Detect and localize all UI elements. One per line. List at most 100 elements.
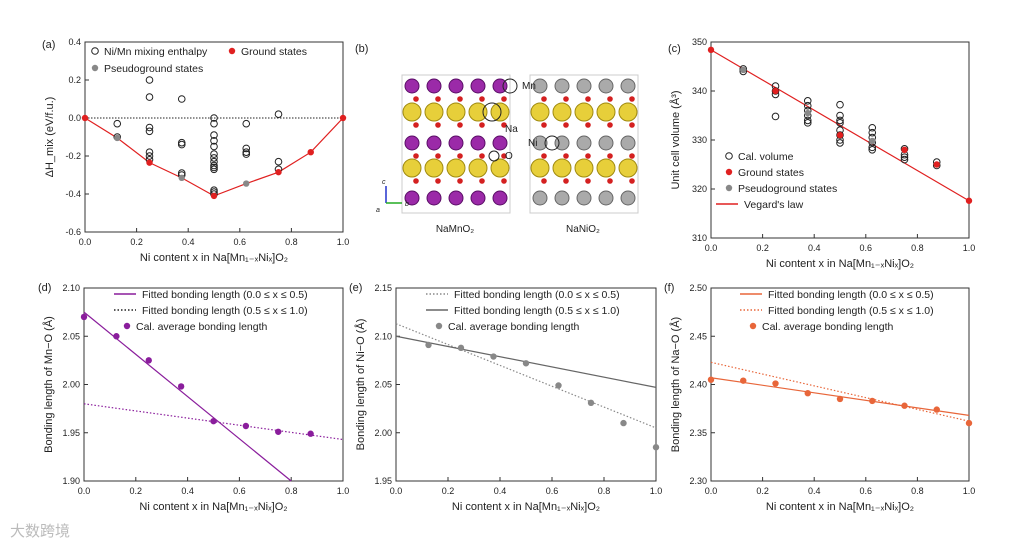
y-tick-label: 2.05 bbox=[374, 380, 392, 390]
data-point bbox=[242, 144, 251, 153]
mn-atom bbox=[470, 190, 486, 206]
y-axis-label: Unit cell volume (Å³) bbox=[669, 90, 682, 189]
ni-atom bbox=[598, 190, 614, 206]
data-point bbox=[275, 428, 282, 435]
data-point bbox=[275, 168, 282, 176]
data-point bbox=[707, 46, 715, 54]
data-point bbox=[555, 382, 562, 389]
o-atom bbox=[457, 122, 463, 128]
x-axis-label: Ni content x in Na[Mn₁₋ₓNiₓ]O₂ bbox=[766, 501, 914, 513]
x-tick-label: 0.6 bbox=[233, 486, 246, 496]
legend-label: Ground states bbox=[241, 46, 307, 58]
data-point bbox=[457, 344, 465, 352]
data-point bbox=[210, 137, 218, 145]
na-atom bbox=[468, 102, 488, 122]
ni-atom bbox=[532, 78, 548, 94]
na-atom bbox=[552, 158, 572, 178]
na-atom bbox=[402, 102, 422, 122]
data-point bbox=[274, 157, 283, 166]
ni-atom bbox=[554, 78, 570, 94]
y-tick-label: 1.90 bbox=[62, 476, 80, 486]
na-atom bbox=[530, 102, 550, 122]
ni-atom bbox=[554, 190, 570, 206]
data-point bbox=[869, 137, 876, 145]
data-point bbox=[210, 417, 217, 425]
legend-label: Cal. volume bbox=[738, 151, 794, 163]
data-point bbox=[210, 119, 218, 128]
mn-atom bbox=[426, 190, 442, 206]
data-point bbox=[740, 66, 747, 74]
mn-atom bbox=[426, 78, 442, 94]
mn-atom bbox=[470, 135, 486, 151]
data-point bbox=[620, 419, 627, 427]
y-tick-label: 2.35 bbox=[689, 428, 707, 438]
chart-d: 0.0 0.2 0.4 0.6 0.8 1.0 1.90 1.95 2.00 2.05 2.10 Ni… bbox=[38, 282, 349, 513]
data-point bbox=[145, 357, 152, 364]
x-tick-label: 1.0 bbox=[650, 486, 663, 496]
o-atom bbox=[435, 122, 441, 128]
series-line bbox=[710, 49, 970, 202]
data-point bbox=[803, 101, 812, 110]
data-point bbox=[836, 139, 844, 147]
data-point bbox=[836, 119, 844, 127]
mn-atom bbox=[448, 190, 464, 206]
o-atom bbox=[585, 96, 591, 102]
ni-atom bbox=[532, 135, 548, 151]
y-tick-label: 2.10 bbox=[62, 283, 80, 293]
data-point bbox=[210, 165, 218, 174]
o-atom bbox=[563, 122, 569, 128]
na-atom bbox=[468, 158, 488, 178]
na-atom bbox=[446, 158, 466, 178]
o-atom bbox=[541, 178, 547, 184]
data-point bbox=[146, 159, 153, 166]
data-point bbox=[177, 140, 186, 149]
data-point bbox=[803, 97, 812, 105]
data-point bbox=[804, 109, 811, 117]
y-tick-label: 0.4 bbox=[68, 37, 81, 47]
y-axis-label: Bonding length of Mn−O (Å) bbox=[42, 316, 55, 453]
data-point bbox=[772, 87, 779, 95]
o-atom bbox=[501, 122, 507, 128]
data-point bbox=[868, 146, 877, 154]
data-point bbox=[425, 341, 432, 349]
x-tick-label: 0.6 bbox=[546, 486, 559, 496]
na-atom bbox=[574, 158, 594, 178]
o-highlight bbox=[488, 150, 500, 162]
data-point bbox=[740, 377, 747, 384]
legend-label: Cal. average bonding length bbox=[448, 321, 580, 333]
y-tick-label: 320 bbox=[692, 184, 707, 194]
x-tick-label: 0.2 bbox=[442, 486, 455, 496]
y-axis-label: Bonding length of Ni−O (Å) bbox=[354, 319, 367, 451]
y-tick-label: 0.2 bbox=[68, 75, 81, 85]
y-axis-label: Bonding length of Na−O (Å) bbox=[669, 317, 682, 452]
data-point bbox=[177, 383, 185, 390]
y-tick-label: 2.15 bbox=[374, 283, 392, 293]
y-tick-label: 2.00 bbox=[374, 428, 392, 438]
legend-marker bbox=[725, 184, 733, 192]
data-point bbox=[145, 76, 154, 84]
legend-marker bbox=[435, 322, 443, 330]
mn-atom bbox=[404, 135, 420, 151]
legend-label: Ground states bbox=[738, 167, 804, 179]
x-tick-label: 0.4 bbox=[181, 486, 194, 496]
na-atom bbox=[618, 102, 638, 122]
series-line bbox=[83, 311, 292, 482]
x-tick-label: 0.6 bbox=[860, 243, 873, 253]
y-tick-label: 2.40 bbox=[689, 380, 707, 390]
data-point bbox=[242, 422, 250, 430]
panel-label: (d) bbox=[38, 282, 51, 294]
na-atom bbox=[490, 158, 510, 178]
c-axis-label: c bbox=[382, 179, 386, 186]
legend-label: Fitted bonding length (0.5 ≤ x ≤ 1.0) bbox=[454, 305, 620, 317]
o-atom bbox=[457, 96, 463, 102]
ni-atom bbox=[620, 78, 636, 94]
o-atom bbox=[607, 178, 613, 184]
x-tick-label: 0.0 bbox=[705, 243, 718, 253]
na-highlight bbox=[482, 102, 502, 122]
o-atom bbox=[585, 153, 591, 159]
y-tick-label: -0.6 bbox=[65, 227, 81, 237]
o-atom bbox=[541, 96, 547, 102]
x-tick-label: 0.4 bbox=[494, 486, 507, 496]
x-tick-label: 0.0 bbox=[79, 237, 92, 247]
data-point bbox=[803, 116, 812, 125]
